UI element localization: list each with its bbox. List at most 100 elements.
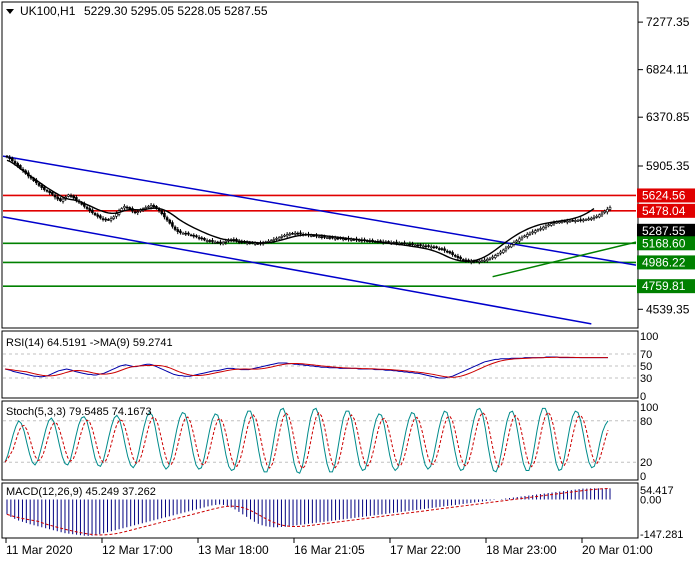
candle-body [507,245,510,248]
candle-body [509,244,513,248]
candle-body [550,223,553,226]
level-tag-label: 5478.04 [642,204,686,218]
chart-dropdown-icon[interactable] [6,9,14,14]
candle-body [101,218,105,220]
candle-body [608,207,612,210]
time-tick-label: 11 Mar 2020 [6,543,73,557]
candle-body [211,240,214,242]
candle-body [224,240,228,243]
rsi-signal-line [4,356,608,378]
candle-body [413,244,417,247]
candle-body [429,246,433,249]
stoch-signal-line [4,411,609,470]
macd-label: MACD(12,26,9) 45.249 37.262 [6,486,156,498]
candle-body [419,244,422,246]
macd-axis-label: 54.417 [640,485,674,497]
candle-body [547,224,550,226]
ma-line [6,159,595,262]
candle-body [107,219,110,221]
candle-body [213,241,217,244]
candle-body [152,205,156,208]
candle-body [437,248,441,250]
candle-body [416,244,420,247]
candle-body [539,228,542,230]
candle-body [125,206,129,209]
candle-body [459,256,462,260]
candle-body [424,245,428,248]
candle-body [453,255,457,257]
channel-upper-line [2,155,637,266]
candle-body [323,236,326,238]
candle-body [96,214,100,217]
candle-body [173,226,177,230]
candle-body [72,195,76,199]
candle-body [445,250,449,253]
candle-body [590,217,593,220]
rsi-label: RSI(14) 64.5191 ->MA(9) 59.2741 [6,337,173,349]
candle-body [208,240,212,242]
price-panel-frame [1,1,639,329]
candle-body [443,248,446,251]
candle-body [272,239,276,241]
candle-body [163,212,166,218]
candle-body [221,242,225,245]
candle-body [328,237,332,239]
stoch-main-line [4,407,609,474]
price-tick-label: 5905.35 [646,159,690,173]
candle-body [285,234,289,237]
candle-body [333,237,337,240]
candle-body [533,230,537,233]
candle-body [189,234,193,237]
candle-body [93,213,97,216]
candle-body [277,237,281,240]
support-trend-line [492,241,637,278]
candle-body [475,260,478,263]
candle-body [171,222,174,227]
candle-body [67,194,70,197]
candle-body [179,230,182,233]
stoch-axis-label: 0 [640,471,646,483]
candle-body [483,259,486,262]
candle-body [574,220,577,222]
candle-body [421,245,425,248]
stoch-axis-label: 20 [640,457,652,469]
level-tag [637,203,695,218]
candle-body [336,237,340,240]
candle-body [317,236,321,238]
price-tick-label: 4539.35 [646,302,690,316]
candle-body [456,255,460,259]
symbol-label: UK100,H1 [20,4,76,18]
candle-body [37,183,41,186]
candle-body [552,222,556,225]
time-tick-label: 13 Mar 18:00 [198,543,269,557]
candle-body [544,225,548,228]
rsi-axis-label: 50 [640,361,652,373]
candle-body [109,218,113,221]
level-tag-label: 4986.22 [642,255,686,269]
candle-body [184,232,188,235]
candle-body [51,191,54,195]
candle-body [515,240,518,243]
candle-body [5,155,9,158]
candle-body [59,198,62,201]
candle-body [11,157,14,162]
candle-body [411,243,414,245]
candle-body [587,218,590,221]
candle-body [219,241,222,244]
macd-signal-line [6,487,611,536]
candle-body [115,213,118,217]
candle-body [187,232,190,235]
candle-body [293,232,297,235]
candle-body [571,219,574,222]
candle-body [435,246,438,249]
candle-body [461,259,465,261]
candle-body [496,253,500,256]
current-price-label: 5287.55 [642,224,686,238]
rsi-panel-frame [1,330,639,399]
candle-body [536,229,540,232]
candle-body [403,242,406,245]
candle-body [91,209,94,214]
